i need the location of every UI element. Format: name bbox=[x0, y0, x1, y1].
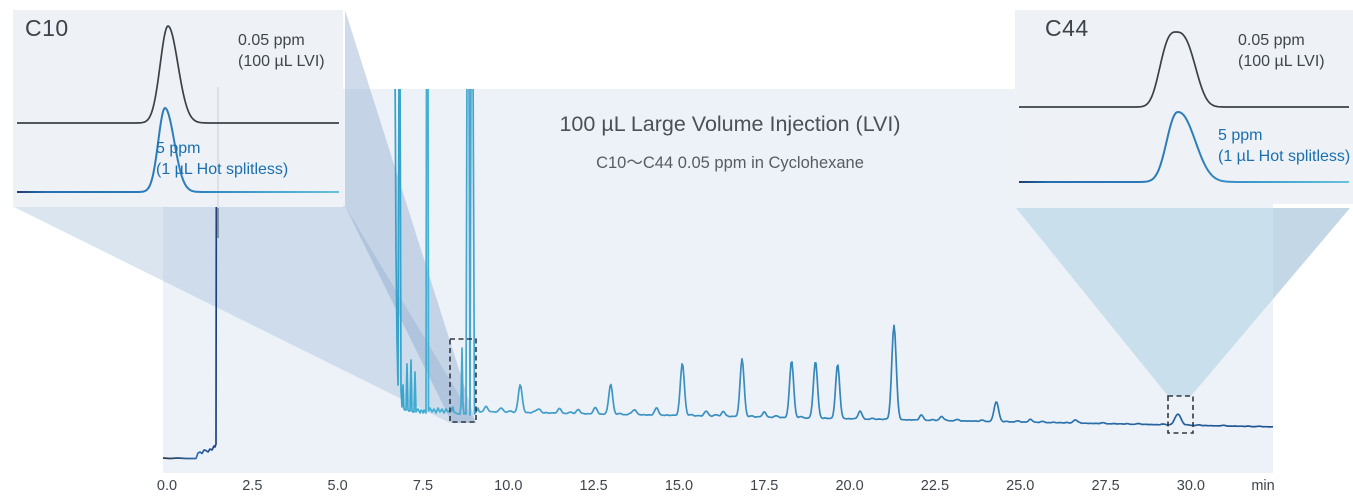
inset-c44-splitless-annotation: 5 ppm (1 µL Hot splitless) bbox=[1218, 127, 1351, 166]
x-axis-tick-10.0: 10.0 bbox=[494, 478, 523, 494]
x-axis-tick-27.5: 27.5 bbox=[1091, 478, 1120, 494]
x-axis-tick-0.0: 0.0 bbox=[156, 478, 178, 494]
zoom-box-c10 bbox=[449, 338, 477, 423]
inset-c44 bbox=[1015, 10, 1353, 204]
x-axis-unit-label: min bbox=[1251, 478, 1275, 494]
zoom-callout-shade-3 bbox=[1273, 208, 1350, 299]
inset-c44-label: C44 bbox=[1045, 15, 1089, 41]
inset-c10-splitless-annotation: 5 ppm (1 µL Hot splitless) bbox=[156, 140, 289, 179]
x-axis-tick-5.0: 5.0 bbox=[327, 478, 348, 494]
chart-title: 100 µL Large Volume Injection (LVI) bbox=[559, 112, 901, 136]
zoom-callout-shade-0 bbox=[12, 206, 476, 423]
zoom-callout-shade-1 bbox=[345, 10, 476, 423]
x-axis-tick-30.0: 30.0 bbox=[1176, 478, 1206, 494]
inset-c10-lvi-annotation: 0.05 ppm (100 µL LVI) bbox=[238, 32, 325, 71]
chart-subtitle: C10〜C44 0.05 ppm in Cyclohexane bbox=[596, 154, 864, 172]
inset-c44-lvi-annotation: 0.05 ppm (100 µL LVI) bbox=[1238, 32, 1325, 71]
x-axis-tick-22.5: 22.5 bbox=[920, 478, 950, 494]
x-axis-tick-7.5: 7.5 bbox=[412, 478, 434, 494]
zoom-box-c44 bbox=[1167, 395, 1194, 434]
inset-c10 bbox=[13, 10, 343, 207]
inset-c10-black-trace bbox=[17, 24, 339, 124]
x-axis-tick-2.5: 2.5 bbox=[242, 478, 263, 494]
x-axis-tick-17.5: 17.5 bbox=[750, 478, 779, 494]
x-axis-tick-12.5: 12.5 bbox=[579, 478, 608, 494]
inset-c10-label: C10 bbox=[25, 15, 69, 41]
inset-c44-black-trace bbox=[1019, 31, 1349, 108]
inset-c44-blue-trace bbox=[1019, 110, 1349, 183]
x-axis-tick-20.0: 20.0 bbox=[835, 478, 864, 494]
chromatogram-trace bbox=[163, 89, 1273, 460]
inset-c10-panel bbox=[13, 10, 343, 207]
inset-c10-blue-trace bbox=[17, 106, 339, 193]
zoom-callout-shade-2 bbox=[1016, 208, 1350, 396]
x-axis-tick-25.0: 25.0 bbox=[1006, 478, 1035, 494]
x-axis-tick-15.0: 15.0 bbox=[664, 478, 694, 494]
